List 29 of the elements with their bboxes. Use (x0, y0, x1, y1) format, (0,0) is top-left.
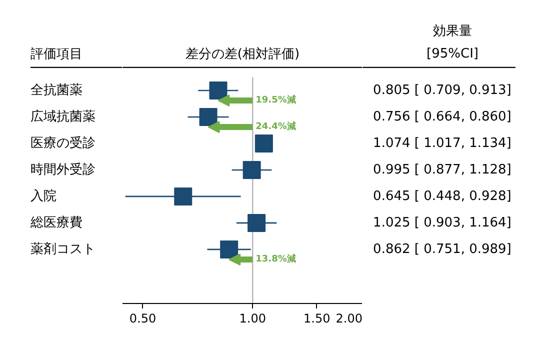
y-tick-label: 医療の受診 (30, 136, 96, 151)
data-label: 1.025 [ 0.903, 1.164] (373, 215, 512, 230)
x-tick-label: 1.50 (304, 312, 330, 326)
data-label: 0.862 [ 0.751, 0.989] (373, 242, 512, 257)
point (248, 214, 266, 232)
y-axis-title: 評価項目 (30, 47, 82, 62)
data-label: 1.074 [ 1.017, 1.134] (373, 136, 512, 151)
data-label: 0.995 [ 0.877, 1.128] (373, 162, 512, 178)
y-tick-label: 総医療費 (30, 215, 82, 230)
x-tick-label: 2.00 (336, 312, 362, 326)
y-tick-label: 薬剤コスト (30, 242, 96, 257)
point (209, 81, 228, 100)
y-tick-label: 広域抗菌薬 (30, 108, 96, 124)
chart-title: 差分の差(相対評価) (185, 46, 300, 62)
y-tick-label: 入院 (30, 188, 56, 204)
data-label: 0.805 [ 0.709, 0.913] (373, 82, 512, 98)
annotation: 19.5%減 (256, 94, 296, 106)
point (220, 240, 238, 258)
text: 効果量 [95%CI] (426, 24, 478, 62)
y-tick-label: 全抗菌薬 (30, 82, 82, 98)
point (199, 108, 218, 126)
data-label: 0.756 [ 0.664, 0.860] (373, 109, 512, 124)
point (242, 160, 261, 179)
y-tick-label: 時間外受診 (30, 162, 96, 178)
x-tick-label: 1.00 (239, 312, 266, 326)
annotation: 13.8%減 (256, 254, 296, 265)
x-tick-label: 0.50 (129, 312, 156, 326)
data-label: 0.645 [ 0.448, 0.928] (373, 188, 512, 204)
annotation: 24.4%減 (256, 121, 296, 132)
